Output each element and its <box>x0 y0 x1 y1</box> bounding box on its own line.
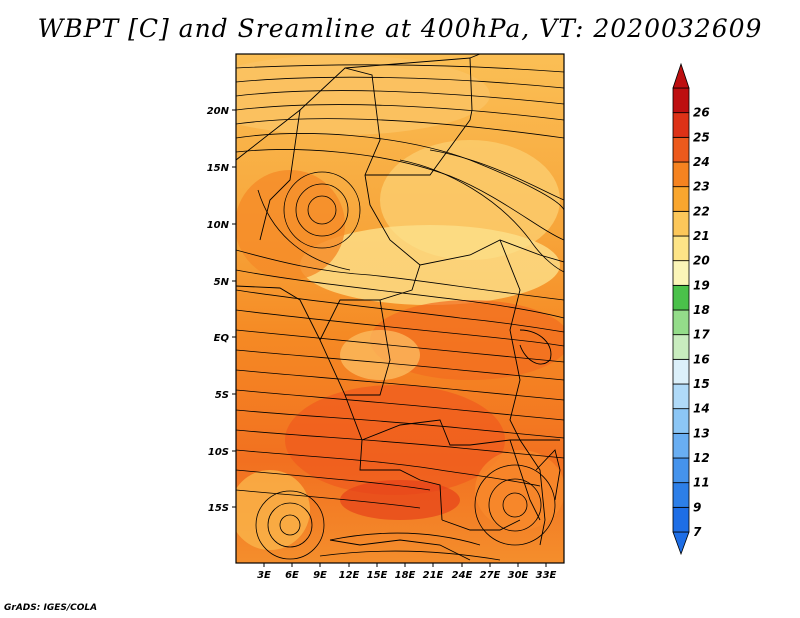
colorbar-label: 24 <box>693 155 710 169</box>
lat-label: 15N <box>207 163 230 174</box>
lon-label: 18E <box>395 570 416 581</box>
lon-label: 21E <box>423 570 444 581</box>
colorbar-swatch <box>672 284 690 311</box>
lat-label: 5N <box>214 277 230 288</box>
wbpt-field <box>236 54 564 563</box>
colorbar-arrow-high <box>672 62 690 89</box>
colorbar-swatch <box>672 136 690 163</box>
lat-label: 20N <box>207 106 230 117</box>
longitude-axis: 3E 6E 9E 12E 15E 18E 21E 24E 27E 30E 33E <box>257 563 557 581</box>
colorbar-swatch <box>672 235 690 262</box>
colorbar-label: 11 <box>693 476 710 490</box>
colorbar-label: 23 <box>693 180 710 194</box>
colorbar-swatch <box>672 482 690 508</box>
colorbar-swatch <box>672 457 690 484</box>
colorbar-label: 18 <box>693 303 710 317</box>
colorbar-label: 22 <box>693 204 710 218</box>
lon-label: 33E <box>536 570 557 581</box>
country-borders <box>236 54 564 561</box>
colorbar-label: 9 <box>693 500 701 514</box>
colorbar-swatch <box>672 506 690 533</box>
colorbar-swatch <box>672 309 690 336</box>
credit-label: GrADS: IGES/COLA <box>4 603 98 613</box>
colorbar-swatch <box>672 383 690 410</box>
lon-label: 3E <box>257 570 271 581</box>
colorbar-label: 16 <box>693 352 710 366</box>
lon-label: 6E <box>285 570 299 581</box>
lat-label: 15S <box>208 503 229 514</box>
colorbar-arrow-low <box>672 531 690 556</box>
colorbar-swatch <box>672 161 690 188</box>
colorbar-label: 25 <box>693 130 710 144</box>
lon-label: 27E <box>480 570 501 581</box>
colorbar-swatch <box>672 334 690 360</box>
colorbar-swatch <box>672 432 690 459</box>
colorbar-label: 21 <box>693 229 710 243</box>
lon-label: 9E <box>313 570 327 581</box>
map-title: WBPT [C] and Sreamline at 400hPa, VT: 20… <box>37 14 763 43</box>
colorbar: 7 9 11 12 13 14 15 16 17 18 19 20 21 22 23 24 25 26 <box>672 62 710 556</box>
colorbar-label: 12 <box>693 451 710 465</box>
colorbar-label: 14 <box>693 402 710 416</box>
lon-label: 24E <box>452 570 473 581</box>
lat-label: 10N <box>207 220 230 231</box>
colorbar-label: 26 <box>693 106 710 120</box>
colorbar-label: 20 <box>693 254 710 268</box>
colorbar-swatch <box>672 186 690 212</box>
colorbar-label: 13 <box>693 426 710 440</box>
map-frame <box>235 53 565 564</box>
lon-label: 15E <box>367 570 388 581</box>
colorbar-label: 19 <box>693 278 710 292</box>
streamlines <box>236 64 564 561</box>
lon-label: 30E <box>508 570 529 581</box>
colorbar-swatch <box>672 112 690 138</box>
lat-label: 5S <box>215 390 229 401</box>
lat-label: 10S <box>208 447 229 458</box>
lat-label: EQ <box>214 333 230 344</box>
colorbar-swatch <box>672 358 690 385</box>
colorbar-swatch <box>672 210 690 237</box>
colorbar-swatch <box>672 87 690 114</box>
colorbar-swatch <box>672 260 690 286</box>
colorbar-swatch <box>672 408 690 434</box>
lon-label: 12E <box>339 570 360 581</box>
latitude-axis: 20N 15N 10N 5N EQ 5S 10S 15S <box>207 106 236 514</box>
colorbar-label: 15 <box>693 377 710 391</box>
colorbar-label: 7 <box>693 525 702 539</box>
colorbar-label: 17 <box>693 328 710 342</box>
